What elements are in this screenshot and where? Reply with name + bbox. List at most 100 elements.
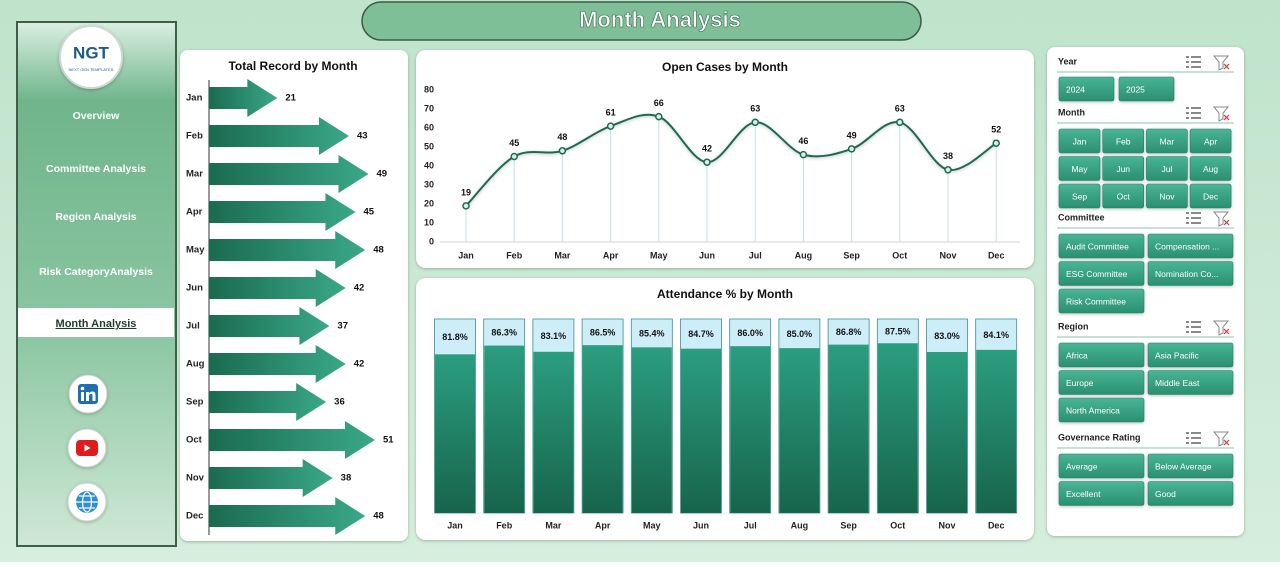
clear-filter-x[interactable]: [1223, 114, 1230, 121]
slicer-button-label[interactable]: Good: [1155, 489, 1176, 499]
data-label: 63: [895, 104, 905, 114]
slicer-button[interactable]: [1058, 453, 1145, 479]
panel: [416, 50, 1034, 268]
clear-filter-x[interactable]: [1223, 219, 1230, 226]
slicer-button-label[interactable]: North America: [1066, 405, 1120, 415]
multi-select-icon[interactable]: [1186, 432, 1201, 444]
slicer-button-label[interactable]: Africa: [1066, 350, 1088, 360]
data-label: 38: [341, 473, 352, 484]
linkedin-glyph: [86, 391, 96, 401]
slicer-button-label[interactable]: Jun: [1116, 164, 1130, 174]
slicer-button[interactable]: [1189, 128, 1232, 154]
slicer-button[interactable]: [1189, 156, 1232, 181]
slicer-button[interactable]: [1058, 76, 1115, 102]
arrow-bar: [209, 307, 330, 345]
data-label: 19: [461, 187, 471, 197]
nav-item[interactable]: Overview: [73, 110, 121, 122]
slicer-button-label[interactable]: Average: [1066, 461, 1098, 471]
slicer-button[interactable]: [1147, 233, 1234, 259]
arrow-bar: [209, 155, 369, 193]
slicer-button-label[interactable]: Apr: [1204, 136, 1217, 146]
clear-filter-icon[interactable]: [1212, 106, 1230, 122]
slicer-button[interactable]: [1058, 233, 1145, 259]
slicer-button-label[interactable]: 2024: [1066, 84, 1085, 94]
slicer-button[interactable]: [1058, 128, 1101, 154]
x-tick-label: Apr: [595, 520, 611, 530]
slicer-button[interactable]: [1189, 183, 1232, 209]
slicer-button[interactable]: [1058, 183, 1101, 209]
slicer-button-label[interactable]: Jul: [1161, 164, 1172, 174]
clear-filter-icon[interactable]: [1212, 211, 1230, 227]
slicer-button-label[interactable]: Aug: [1203, 164, 1218, 174]
slicer-button-label[interactable]: Oct: [1117, 191, 1131, 201]
x-tick-label: Jan: [458, 250, 474, 260]
slicer-button-label[interactable]: Asia Pacific: [1155, 350, 1200, 360]
slicer-title: Month: [1058, 107, 1085, 117]
slicer-button[interactable]: [1058, 261, 1145, 286]
slicer-button-label[interactable]: Audit Committee: [1066, 241, 1129, 251]
data-label: 42: [354, 283, 365, 294]
slicer-button-label[interactable]: Jan: [1073, 136, 1087, 146]
multi-select-icon[interactable]: [1186, 107, 1201, 119]
nav-item[interactable]: Risk CategoryAnalysis: [39, 266, 153, 278]
slicer-button-label[interactable]: Europe: [1066, 378, 1094, 388]
nav-item[interactable]: Committee Analysis: [46, 163, 146, 175]
x-tick-label: Dec: [988, 250, 1005, 260]
slicer-button[interactable]: [1147, 370, 1234, 395]
x-tick-label: Oct: [892, 250, 907, 260]
multi-select-icon[interactable]: [1186, 321, 1201, 333]
slicer-button-label[interactable]: Compensation ...: [1155, 241, 1219, 251]
slicer-button[interactable]: [1102, 156, 1144, 181]
slicer-button-label[interactable]: Nov: [1159, 191, 1175, 201]
arrow-bar: [209, 193, 356, 231]
linkedin-glyph: [81, 392, 84, 401]
clear-filter-x[interactable]: [1223, 63, 1230, 70]
clear-filter-icon[interactable]: [1212, 55, 1230, 71]
arrow-bar: [209, 79, 278, 117]
multi-select-icon[interactable]: [1186, 56, 1201, 68]
slicer-button-label[interactable]: ESG Committee: [1066, 269, 1128, 279]
slicer-button-label[interactable]: Middle East: [1155, 378, 1200, 388]
slicer-button[interactable]: [1058, 288, 1145, 314]
slicer-button[interactable]: [1147, 342, 1234, 368]
clear-filter-icon[interactable]: [1212, 320, 1230, 336]
slicer-button-label[interactable]: 2025: [1126, 84, 1145, 94]
slicer-button[interactable]: [1058, 481, 1145, 506]
slicer-button[interactable]: [1102, 183, 1144, 209]
slicer-button-label[interactable]: Below Average: [1155, 461, 1212, 471]
slicer-button-label[interactable]: Sep: [1072, 191, 1087, 201]
data-label: 61: [606, 107, 616, 117]
slicer-button-label[interactable]: Risk Committee: [1066, 296, 1126, 306]
slicer-button[interactable]: [1146, 156, 1188, 181]
y-tick-label: 0: [429, 236, 434, 246]
slicer-button-label[interactable]: May: [1071, 164, 1088, 174]
slicer-button[interactable]: [1058, 397, 1145, 423]
clear-filter-icon[interactable]: [1212, 431, 1230, 447]
slicer-button[interactable]: [1058, 370, 1145, 395]
point: [799, 150, 808, 159]
slicer-button-label[interactable]: Nomination Co...: [1155, 269, 1218, 279]
slicer-button[interactable]: [1058, 156, 1101, 181]
slicer-button[interactable]: [1147, 453, 1234, 479]
slicer-button-label[interactable]: Mar: [1160, 136, 1175, 146]
slicer-button-label[interactable]: Dec: [1203, 191, 1219, 201]
slicer-button[interactable]: [1146, 128, 1188, 154]
slicer-button[interactable]: [1102, 128, 1144, 154]
x-tick-label: Oct: [890, 520, 905, 530]
x-tick-label: Dec: [988, 520, 1005, 530]
slicer-button-label[interactable]: Feb: [1116, 136, 1131, 146]
slicer-button[interactable]: [1118, 76, 1175, 102]
slicer-button[interactable]: [1058, 342, 1145, 368]
y-tick-label: 40: [424, 160, 434, 170]
data-label: 38: [943, 151, 953, 161]
multi-select-icon[interactable]: [1186, 212, 1201, 224]
slicer-button-label[interactable]: Excellent: [1066, 489, 1101, 499]
nav-item[interactable]: Region Analysis: [55, 211, 136, 223]
slicer-button[interactable]: [1146, 183, 1188, 209]
x-tick-label: Jan: [447, 520, 463, 530]
clear-filter-x[interactable]: [1223, 439, 1230, 446]
slicer-button[interactable]: [1147, 261, 1234, 286]
nav-item-active[interactable]: Month Analysis: [56, 318, 137, 330]
clear-filter-x[interactable]: [1223, 328, 1230, 335]
slicer-button[interactable]: [1147, 481, 1234, 506]
